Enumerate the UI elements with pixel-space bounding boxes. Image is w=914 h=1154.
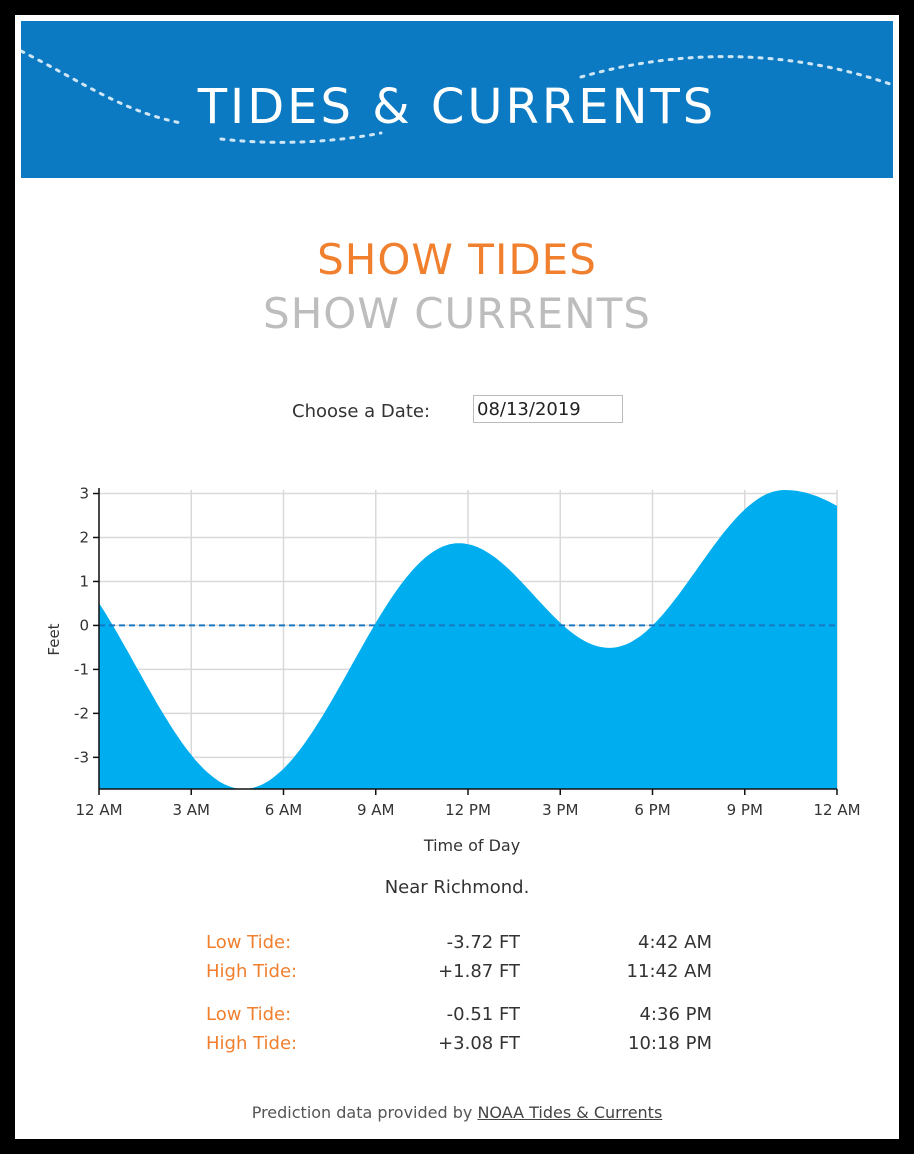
y-tick-label: -1	[74, 660, 89, 678]
tide-time: 11:42 AM	[626, 961, 712, 982]
noaa-link[interactable]: NOAA Tides & Currents	[477, 1103, 663, 1122]
tide-time: 4:36 PM	[639, 1004, 712, 1025]
y-axis-label: Feet	[45, 623, 63, 655]
date-label: Choose a Date:	[292, 401, 431, 422]
y-tick-label: -2	[74, 704, 89, 722]
header-banner: TIDES & CURRENTS	[21, 21, 893, 178]
site-title: TIDES & CURRENTS	[197, 79, 717, 135]
tide-row: High Tide: +1.87 FT 11:42 AM	[15, 961, 899, 987]
y-tick-label: 2	[79, 528, 89, 546]
tide-height: +1.87 FT	[438, 961, 520, 982]
tide-row: High Tide: +3.08 FT 10:18 PM	[15, 1033, 899, 1059]
show-currents-button[interactable]: SHOW CURRENTS	[263, 289, 651, 338]
y-tick-label: 0	[79, 616, 89, 634]
station-name: Near Richmond.	[384, 877, 530, 898]
chart-axes	[93, 488, 838, 795]
x-tick-label: 12 AM	[813, 801, 860, 819]
y-tick-label: 1	[79, 572, 89, 590]
tide-height: -3.72 FT	[446, 932, 520, 953]
y-tick-labels: 3 2 1 0 -1 -2 -3	[74, 485, 89, 767]
tide-type: Low Tide:	[206, 932, 292, 953]
tide-time: 10:18 PM	[628, 1033, 712, 1054]
x-tick-label: 3 AM	[172, 801, 210, 819]
x-tick-label: 6 PM	[634, 801, 670, 819]
tide-row: Low Tide: -0.51 FT 4:36 PM	[15, 1004, 899, 1030]
date-input[interactable]	[473, 395, 623, 423]
tide-row: Low Tide: -3.72 FT 4:42 AM	[15, 932, 899, 958]
show-tides-button[interactable]: SHOW TIDES	[317, 235, 597, 284]
x-tick-labels: 12 AM 3 AM 6 AM 9 AM 12 PM 3 PM 6 PM 9 PM 12 AM	[75, 801, 860, 819]
tide-type: High Tide:	[206, 1033, 298, 1054]
footer-text: Prediction data provided by	[251, 1103, 478, 1122]
tide-height: +3.08 FT	[438, 1033, 520, 1054]
x-tick-label: 6 AM	[265, 801, 303, 819]
tide-time: 4:42 AM	[638, 932, 712, 953]
page-frame: TIDES & CURRENTS SHOW TIDES SHOW CURRENT…	[15, 15, 899, 1139]
x-tick-label: 12 PM	[445, 801, 491, 819]
tide-height: -0.51 FT	[446, 1004, 520, 1025]
x-tick-label: 3 PM	[542, 801, 578, 819]
x-tick-label: 9 AM	[357, 801, 395, 819]
tide-type: High Tide:	[206, 961, 298, 982]
tide-chart: 3 2 1 0 -1 -2 -3 12 AM 3 AM 6 AM 9 AM 12 PM 3 PM 6 P…	[45, 485, 861, 855]
y-tick-label: -3	[74, 748, 89, 766]
x-axis-label: Time of Day	[423, 836, 520, 855]
tide-area	[99, 490, 837, 789]
tide-type: Low Tide:	[206, 1004, 292, 1025]
y-tick-label: 3	[79, 485, 89, 503]
x-tick-label: 12 AM	[75, 801, 122, 819]
x-tick-label: 9 PM	[727, 801, 763, 819]
footer: Prediction data provided by NOAA Tides &…	[15, 1103, 899, 1122]
wave-decoration	[21, 49, 893, 144]
